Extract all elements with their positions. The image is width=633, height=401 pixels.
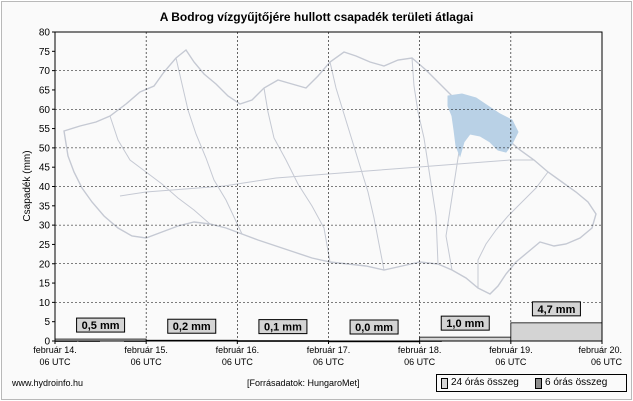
y-tick-label: 75: [39, 47, 51, 58]
y-tick-label: 65: [39, 85, 51, 96]
legend-swatch-sixhour: [535, 378, 542, 389]
x-tick-label-date: február 17.: [307, 345, 351, 355]
y-tick-label: 80: [39, 28, 51, 39]
y-tick-label: 55: [39, 124, 51, 135]
chart-axes: 0 5 10 15 20 25 30 35 40 45 50 55 60 65 70 75 80 február …: [33, 28, 622, 368]
x-tick-label-date: február 14.: [33, 345, 77, 355]
x-tick-label-date: február 19.: [489, 345, 533, 355]
daily-value-label: 0,2 mm: [173, 321, 211, 333]
y-tick-label: 70: [39, 66, 51, 77]
y-tick-label: 10: [39, 298, 51, 309]
daily-value-box: [167, 318, 217, 334]
chart-legend: 24 órás összeg 6 órás összeg: [436, 374, 627, 392]
y-tick-label: 20: [39, 259, 51, 270]
x-tick-label-time: 06 UTC: [404, 357, 436, 367]
basin-outline: [63, 48, 597, 295]
daily-value-box: [440, 315, 490, 331]
x-tick-label-time: 06 UTC: [39, 357, 71, 367]
daily-value-box: [349, 319, 399, 335]
daily-value-box: [258, 319, 308, 335]
y-tick-label: 5: [44, 317, 50, 328]
footer-site: www.hydroinfo.hu: [12, 378, 84, 388]
y-axis-label: Csapadék (mm): [22, 150, 33, 221]
y-tick-label: 0: [44, 337, 50, 348]
legend-swatch-daily: [441, 378, 448, 389]
x-tick-label-time: 06 UTC: [131, 357, 163, 367]
legend-label-daily: 24 órás összeg: [451, 377, 519, 388]
y-tick-label: 40: [39, 182, 51, 193]
x-tick-label-date: február 15.: [124, 345, 168, 355]
daily-value-label: 4,7 mm: [537, 304, 575, 316]
daily-value-labels: 0,5 mm 0,2 mm 0,1 mm 0,0 mm 1,0 mm 4,7 mm: [76, 301, 581, 335]
daily-bar: [510, 322, 603, 342]
y-tick-label: 45: [39, 163, 51, 174]
basin-map: [63, 48, 597, 295]
x-tick-label-time: 06 UTC: [495, 357, 527, 367]
daily-value-label: 1,0 mm: [446, 318, 484, 330]
x-tick-label-date: február 20.: [578, 345, 622, 355]
x-tick-label-time: 06 UTC: [313, 357, 345, 367]
x-tick-label-time: 06 UTC: [591, 357, 623, 367]
y-tick-label: 15: [39, 279, 51, 290]
daily-value-label: 0,1 mm: [264, 322, 302, 334]
daily-bar: [419, 336, 512, 342]
basin-highlight: [447, 93, 519, 158]
y-tick-label: 25: [39, 240, 51, 251]
daily-value-box: [531, 301, 581, 317]
daily-value-box: [76, 317, 126, 333]
y-tick-label: 30: [39, 221, 51, 232]
chart-title: A Bodrog vízgyűjtőjére hullott csapadék …: [159, 10, 474, 24]
y-tick-label: 60: [39, 105, 51, 116]
x-tick-label-date: február 16.: [216, 345, 260, 355]
footer-source: [Forrásadatok: HungaroMet]: [247, 378, 360, 388]
daily-value-label: 0,0 mm: [355, 322, 393, 334]
y-tick-label: 35: [39, 201, 51, 212]
daily-value-label: 0,5 mm: [82, 320, 120, 332]
chart-grid: [55, 31, 602, 341]
y-tick-label: 50: [39, 143, 51, 154]
x-tick-label-date: február 18.: [398, 345, 442, 355]
x-tick-label-time: 06 UTC: [222, 357, 254, 367]
legend-label-sixhour: 6 órás összeg: [545, 377, 608, 388]
